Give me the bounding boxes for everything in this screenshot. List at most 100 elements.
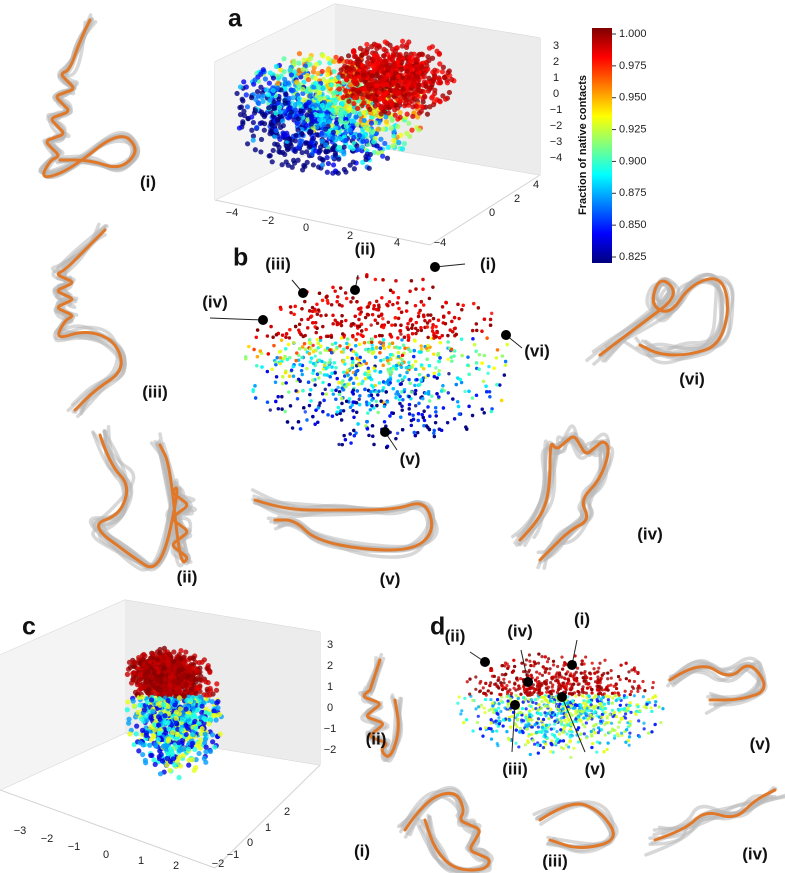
scatter-point [432, 67, 438, 73]
scatter-point [375, 403, 379, 408]
scatter-point [336, 405, 341, 410]
scatter-point [141, 707, 147, 713]
scatter-point [285, 80, 291, 86]
scatter-point [212, 744, 218, 750]
scatter-point [361, 109, 367, 116]
scatter-point [209, 732, 216, 738]
scatter-point [279, 162, 285, 168]
scatter-point [283, 354, 287, 359]
scatter-point [305, 366, 309, 371]
scatter-point [273, 380, 278, 384]
scatter-point [251, 81, 257, 87]
scatter-point [270, 147, 276, 154]
scatter-point [431, 316, 436, 321]
scatter-point [331, 392, 336, 396]
scatter-point [418, 88, 424, 94]
scatter-point [406, 54, 413, 61]
scatter-point [437, 369, 441, 373]
scatter-point [333, 54, 339, 60]
scatter-point [432, 434, 437, 439]
scatter-point [355, 146, 361, 153]
scatter-point [254, 335, 259, 339]
scatter-point [334, 388, 338, 393]
scatter-point [419, 64, 425, 70]
scatter-point [461, 303, 465, 308]
scatter-point [419, 299, 424, 304]
scatter-point [330, 146, 336, 152]
scatter-point [277, 136, 283, 142]
scatter-point [293, 79, 300, 85]
scatter-point [366, 86, 372, 92]
scatter-point [190, 731, 196, 738]
scatter-point [249, 127, 255, 133]
scatter-point [396, 140, 402, 146]
scatter-point [371, 434, 375, 438]
scatter-point [470, 396, 475, 400]
scatter-point [380, 126, 386, 132]
scatter-point [407, 402, 412, 407]
scatter-point [341, 166, 347, 173]
scatter-point [325, 160, 332, 167]
scatter-point [465, 427, 469, 431]
scatter-point [359, 52, 365, 58]
scatter-point [404, 42, 410, 48]
scatter-point [317, 291, 322, 295]
scatter-point [326, 413, 330, 417]
scatter-point [140, 751, 146, 758]
scatter-point [289, 164, 295, 170]
scatter-point [403, 101, 409, 107]
scatter-point [331, 285, 335, 290]
scatter-point [262, 112, 268, 118]
scatter-point [184, 713, 190, 719]
scatter-point [358, 394, 362, 398]
scatter-point [320, 86, 326, 92]
scatter-point [452, 326, 457, 331]
scatter-point [389, 56, 395, 63]
scatter-point [304, 116, 311, 123]
scatter-point [332, 125, 339, 131]
scatter-point [293, 304, 297, 309]
scatter-point [139, 727, 146, 733]
scatter-point [378, 351, 382, 355]
scatter-point [346, 113, 352, 119]
scatter-point [290, 87, 296, 93]
scatter-point [395, 390, 400, 394]
scatter-point [391, 367, 395, 371]
scatter-point [419, 363, 424, 367]
scatter-point [408, 289, 412, 293]
scatter-point [482, 317, 487, 321]
scatter-point [382, 357, 386, 362]
scatter-point [391, 133, 397, 139]
scatter-point [397, 397, 402, 402]
scatter-point [410, 332, 415, 336]
scatter-point [143, 760, 149, 766]
scatter-point [480, 361, 484, 365]
scatter-point [389, 102, 395, 108]
scatter-point [167, 767, 173, 774]
scatter-point [183, 706, 189, 712]
scatter-point [366, 165, 372, 171]
scatter-point [343, 137, 349, 143]
scatter-point [248, 95, 255, 101]
scatter-point [316, 308, 321, 312]
scatter-point [381, 363, 385, 368]
scatter-point [127, 731, 133, 737]
scatter-point [313, 422, 317, 426]
scatter-point [304, 159, 310, 165]
scatter-point [287, 390, 291, 394]
scatter-point [367, 369, 371, 374]
scatter-point [273, 110, 279, 116]
scatter-point [346, 337, 350, 341]
scatter-point [318, 401, 322, 405]
scatter-point [207, 669, 213, 676]
scatter-point [416, 430, 420, 435]
scatter-point [350, 403, 355, 407]
scatter-point [291, 117, 297, 123]
scatter-point [379, 399, 383, 403]
scatter-point [381, 380, 386, 384]
scatter-point [237, 84, 244, 90]
scatter-point [445, 69, 451, 76]
scatter-point [203, 759, 209, 765]
axis-pane-edge [429, 174, 541, 246]
scatter-point [458, 377, 463, 382]
